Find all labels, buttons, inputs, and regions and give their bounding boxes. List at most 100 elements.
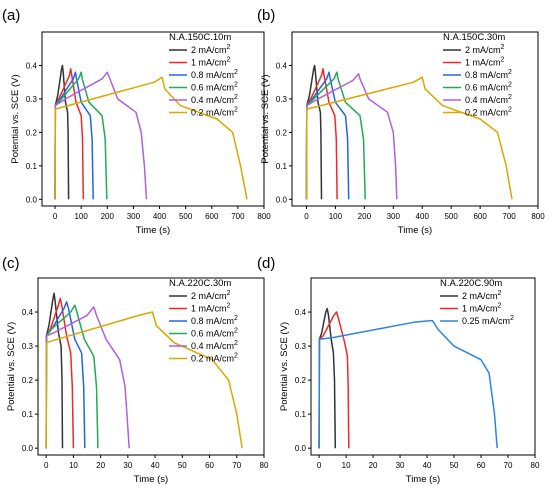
x-tick-label: 0 [44,461,49,470]
legend-entry: 1 mA/cm2 [191,303,231,314]
x-tick-label: 700 [502,212,516,221]
legend-entry: 1 mA/cm2 [191,57,231,68]
legend-title: N.A.220C.90m [440,278,502,289]
y-tick-label: 0.2 [22,376,34,385]
series-line [45,292,64,449]
x-tick-label: 50 [178,461,187,470]
x-tick-label: 40 [423,461,432,470]
x-tick-label: 500 [444,212,458,221]
legend-title: N.A.150C.10m [169,32,231,43]
series-line [54,71,148,200]
y-tick-label: 0.3 [26,95,38,104]
legend-entry: 0.2 mA/cm2 [465,107,512,118]
series-line [318,307,337,449]
x-axis-title: Time (s) [406,474,440,485]
x-tick-label: 600 [473,212,487,221]
chart-panel: (c) 0 10 20 30 40 50 60 70 80 0.0 0.1 0.2 0.3 0.4 Time … [2,255,269,485]
legend-entry: 0.4 mA/cm2 [191,94,238,105]
x-tick-label: 800 [257,212,271,221]
x-tick-label: 300 [127,212,141,221]
x-tick-label: 100 [74,212,88,221]
panel-label: (a) [2,7,20,24]
y-axis-title: Potential vs. SCE (V) [6,322,17,411]
chart-panel: (d) 0 10 20 30 40 50 60 70 80 0.0 0.1 0.2 0.3 0.4 Time … [257,255,540,485]
x-tick-label: 200 [101,212,115,221]
y-tick-label: 0.4 [295,308,307,317]
y-tick-label: 0.2 [26,128,38,137]
plot-frame [310,277,536,456]
x-tick-label: 400 [153,212,167,221]
y-axis-title: Potential vs. SCE (V) [10,74,21,163]
series-line [305,68,338,200]
panel-label: (b) [257,7,275,24]
x-tick-label: 20 [96,461,105,470]
legend-entry: 0.2 mA/cm2 [191,107,238,118]
x-tick-label: 80 [260,461,269,470]
x-tick-label: 30 [123,461,132,470]
x-tick-label: 20 [369,461,378,470]
y-tick-label: 0.1 [22,410,34,419]
series-line [54,64,70,200]
y-tick-label: 0.3 [276,95,288,104]
y-tick-label: 0.2 [295,376,307,385]
legend-title: N.A.150C.30m [443,32,505,43]
legend-entry: 0.25 mA/cm2 [462,315,514,326]
chart-panel: (b) 0 100 200 300 400 500 600 700 800 0.0 0.1 0.2 0.3… [257,7,545,236]
y-tick-label: 0.4 [26,61,38,70]
series-line [45,304,99,449]
legend-entry: 2 mA/cm2 [465,44,505,55]
plot-frame [41,31,265,207]
y-tick-label: 0.0 [22,444,34,453]
panel-label: (d) [257,255,275,272]
legend-entry: 1 mA/cm2 [465,57,505,68]
x-axis-title: Time (s) [398,225,432,236]
x-tick-label: 10 [342,461,351,470]
series-line [54,71,108,200]
series-line [305,71,366,200]
legend-title: N.A.220C.30m [169,278,231,289]
y-tick-label: 0.0 [26,195,38,204]
x-tick-label: 60 [477,461,486,470]
panel-label: (c) [2,255,20,272]
series-line [54,76,248,200]
legend-entry: 0.8 mA/cm2 [191,315,238,326]
y-tick-label: 0.4 [276,61,288,70]
chart-panel: (a) 0 100 200 300 400 500 600 700 800 0.0 0.1 0.2 0.3… [2,7,271,236]
x-tick-label: 400 [416,212,430,221]
legend-entry: 0.4 mA/cm2 [465,94,512,105]
series-line [305,64,323,200]
series-line [54,68,85,200]
x-tick-label: 70 [232,461,241,470]
y-tick-label: 0.2 [276,128,288,137]
y-tick-label: 0.0 [276,195,288,204]
x-tick-label: 500 [179,212,193,221]
series-line [318,311,350,449]
legend-entry: 2 mA/cm2 [191,44,231,55]
x-tick-label: 0 [53,212,58,221]
legend-entry: 1 mA/cm2 [462,303,502,314]
x-tick-label: 80 [531,461,540,470]
legend-entry: 0.6 mA/cm2 [191,328,238,339]
legend-entry: 2 mA/cm2 [191,290,231,301]
x-axis-title: Time (s) [134,474,168,485]
x-axis-title: Time (s) [136,225,170,236]
y-axis-title: Potential vs. SCE (V) [279,322,290,411]
plot-frame [37,277,265,456]
x-tick-label: 60 [205,461,214,470]
legend-entry: 0.8 mA/cm2 [465,69,512,80]
x-tick-label: 40 [151,461,160,470]
y-tick-label: 0.1 [276,162,288,171]
y-tick-label: 0.4 [22,308,34,317]
series-line [318,319,498,449]
x-tick-label: 50 [450,461,459,470]
legend-entry: 0.8 mA/cm2 [191,69,238,80]
y-axis-title: Potential vs. SCE (V) [260,74,271,163]
x-tick-label: 0 [304,212,309,221]
x-tick-label: 30 [396,461,405,470]
y-tick-label: 0.3 [295,342,307,351]
x-tick-label: 70 [504,461,513,470]
x-tick-label: 100 [329,212,343,221]
x-tick-label: 200 [358,212,372,221]
x-tick-label: 10 [69,461,78,470]
